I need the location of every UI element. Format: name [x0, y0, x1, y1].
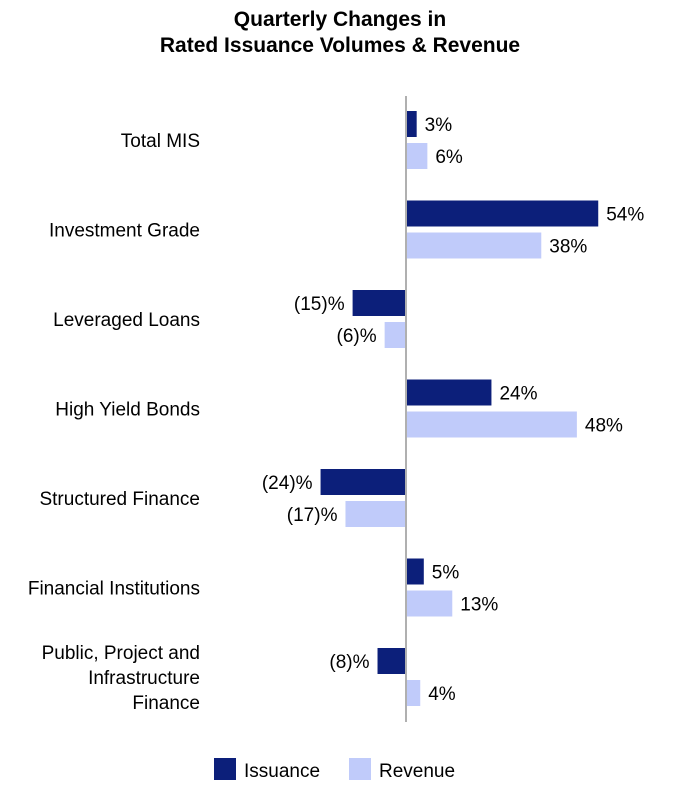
bar-revenue: [345, 501, 406, 527]
category-label: Total MIS: [121, 131, 200, 152]
category-label: Infrastructure: [88, 668, 200, 689]
category-label: Finance: [132, 693, 200, 714]
data-label: 48%: [585, 416, 623, 437]
bar-revenue: [406, 680, 421, 706]
bar-issuance: [406, 200, 599, 227]
bar-revenue: [384, 322, 406, 348]
data-label: 4%: [428, 684, 456, 705]
legend-label-revenue: Revenue: [379, 761, 455, 782]
data-label: 54%: [606, 205, 644, 226]
data-label: (8)%: [329, 652, 369, 673]
category-label: Investment Grade: [49, 221, 200, 242]
chart-title-line: Quarterly Changes in: [234, 8, 446, 31]
chart-title: Quarterly Changes in Rated Issuance Volum…: [160, 8, 520, 57]
value-labels: 3% 6% 54% 38% (15)% (6)% 24% 48% (24)% (17)% 5%13%…: [262, 115, 645, 705]
data-label: 13%: [460, 595, 498, 616]
legend-label-issuance: Issuance: [244, 761, 320, 782]
bar-issuance: [406, 111, 417, 137]
bar-revenue: [406, 590, 453, 617]
data-label: 24%: [499, 384, 537, 405]
data-label: 5%: [432, 563, 460, 584]
bar-issuance: [320, 469, 406, 495]
category-labels: Total MIS Investment Grade Leveraged Loans…: [28, 131, 200, 714]
data-label: (17)%: [287, 505, 338, 526]
data-label: (15)%: [294, 294, 345, 315]
bar-issuance: [406, 379, 492, 406]
bars: [320, 111, 599, 706]
bar-issuance: [406, 558, 424, 585]
data-label: 38%: [549, 237, 587, 258]
bar-revenue: [406, 232, 542, 259]
bar-issuance: [377, 648, 406, 674]
category-label: Public, Project and: [42, 643, 200, 664]
data-label: (24)%: [262, 473, 313, 494]
bar-revenue: [406, 411, 577, 438]
category-label: High Yield Bonds: [55, 400, 200, 421]
bar-issuance: [352, 290, 406, 316]
data-label: 3%: [425, 115, 453, 136]
chart-legend: Issuance Revenue: [214, 758, 455, 782]
data-label: 6%: [435, 147, 463, 168]
category-label: Financial Institutions: [28, 579, 200, 600]
legend-swatch-revenue: [349, 758, 371, 780]
category-label: Leveraged Loans: [53, 310, 200, 331]
chart-title-line: Rated Issuance Volumes & Revenue: [160, 34, 520, 57]
legend-swatch-issuance: [214, 758, 236, 780]
category-label: Structured Finance: [39, 489, 200, 510]
data-label: (6)%: [337, 326, 377, 347]
bar-revenue: [406, 143, 428, 169]
